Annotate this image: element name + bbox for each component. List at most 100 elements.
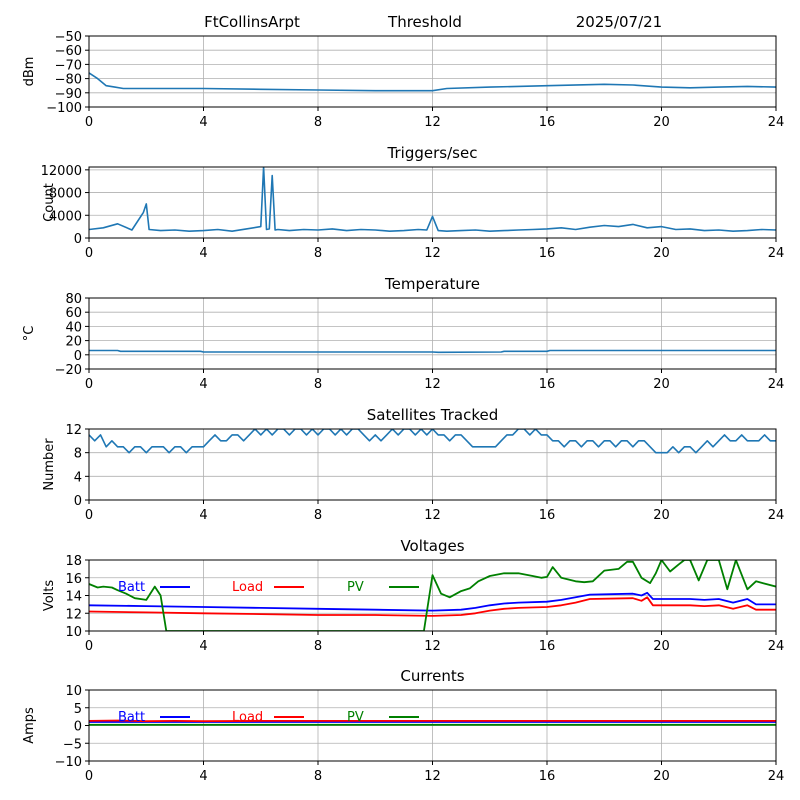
y-tick-label: −60 [55,44,82,59]
y-tick-label: 12 [65,423,82,438]
x-tick-label: 0 [85,377,93,392]
threshold-label: Threshold [387,13,462,31]
x-tick-label: 20 [653,377,670,392]
x-tick-label: 24 [768,246,785,261]
panel-title: Voltages [400,537,464,555]
y-tick-label: −5 [63,737,82,752]
y-tick-label: 16 [65,572,82,587]
y-tick-label: 5 [74,702,82,717]
series-line-load [89,719,776,723]
x-tick-label: 8 [314,639,322,654]
y-tick-label: 80 [65,292,82,307]
legend-label-batt: Batt [118,710,145,725]
date-label: 2025/07/21 [576,13,662,31]
legend-label-pv: PV [347,580,364,595]
panel-1: 0 4 8 12 16 20 24 −100−90−80−70−60−50 dBm [22,30,784,130]
x-tick-label: 24 [768,377,785,392]
x-tick-label: 0 [85,769,93,784]
panel-5: 0 4 8 12 16 20 24 10 12 14 16 18 Voltages Volts Batt Lo… [42,537,784,654]
legend-label-batt: Batt [118,580,145,595]
y-tick-label: −100 [46,101,82,116]
y-tick-label: 18 [65,554,82,569]
series-line-pv [89,560,776,631]
x-tick-label: 8 [314,115,322,130]
x-tick-label: 8 [314,508,322,523]
x-tick-label: 20 [653,508,670,523]
x-tick-label: 16 [539,246,556,261]
x-tick-label: 0 [85,246,93,261]
x-tick-label: 8 [314,246,322,261]
x-tick-label: 0 [85,115,93,130]
x-tick-label: 24 [768,769,785,784]
panel-title: Temperature [384,275,480,293]
x-tick-label: 4 [199,115,207,130]
y-axis-label: Volts [42,580,57,612]
x-tick-label: 16 [539,508,556,523]
series-line-load [89,596,776,617]
y-tick-label: −80 [55,73,82,88]
x-tick-label: 16 [539,377,556,392]
x-tick-label: 4 [199,246,207,261]
panel-title: Satellites Tracked [367,406,498,424]
x-tick-label: 12 [424,115,441,130]
y-tick-label: −70 [55,58,82,73]
y-tick-label: 0 [74,720,82,735]
x-tick-label: 12 [424,377,441,392]
y-tick-label: 12 [65,607,82,622]
x-tick-label: 16 [539,639,556,654]
y-tick-label: 0 [74,349,82,364]
x-tick-label: 4 [199,508,207,523]
y-tick-label: −90 [55,87,82,102]
x-tick-label: 8 [314,769,322,784]
y-tick-label: 10 [65,684,82,699]
series-line-4 [89,429,776,454]
series-line-1 [89,72,776,92]
y-tick-label: 0 [74,232,82,247]
panel-6: 0 4 8 12 16 20 24 −10 −5 0 5 10 Currents Amps Batt Load… [22,667,784,784]
x-tick-label: 0 [85,639,93,654]
panel-title: Currents [400,667,464,685]
x-tick-label: 8 [314,377,322,392]
series-line-3 [89,349,776,354]
y-tick-label: 4000 [49,209,82,224]
y-axis-label: °C [22,326,37,342]
x-tick-label: 4 [199,639,207,654]
y-axis-label: Count [42,183,57,222]
legend-label-load: Load [232,580,263,595]
x-tick-label: 20 [653,115,670,130]
x-tick-label: 4 [199,377,207,392]
x-tick-label: 0 [85,508,93,523]
y-axis-label: Number [42,438,57,491]
x-tick-label: 20 [653,639,670,654]
x-tick-label: 12 [424,769,441,784]
x-tick-label: 24 [768,508,785,523]
y-tick-label: 10 [65,625,82,640]
x-tick-label: 24 [768,115,785,130]
y-tick-label: 14 [65,590,82,605]
y-tick-label: −10 [55,755,82,770]
y-tick-label: 20 [65,335,82,350]
y-tick-label: 40 [65,320,82,335]
y-tick-label: 60 [65,306,82,321]
panel-title: Triggers/sec [387,144,478,162]
y-tick-label: −50 [55,30,82,45]
x-tick-label: 16 [539,769,556,784]
y-tick-label: −20 [55,363,82,378]
y-axis-label: dBm [22,57,37,87]
x-tick-label: 4 [199,769,207,784]
x-tick-label: 24 [768,639,785,654]
y-tick-label: 8000 [49,187,82,202]
y-tick-label: 4 [74,470,82,485]
y-axis-label: Amps [22,707,37,744]
series-line-batt [89,591,776,612]
series-line-2 [89,167,776,232]
y-tick-label: 0 [74,494,82,509]
x-tick-label: 12 [424,246,441,261]
panel-2: 0 4 8 12 16 20 24 0 4000 8000 12000 Triggers/sec Cou… [41,144,785,261]
y-tick-label: 12000 [41,164,82,179]
legend-label-pv: PV [347,710,364,725]
x-tick-label: 20 [653,769,670,784]
